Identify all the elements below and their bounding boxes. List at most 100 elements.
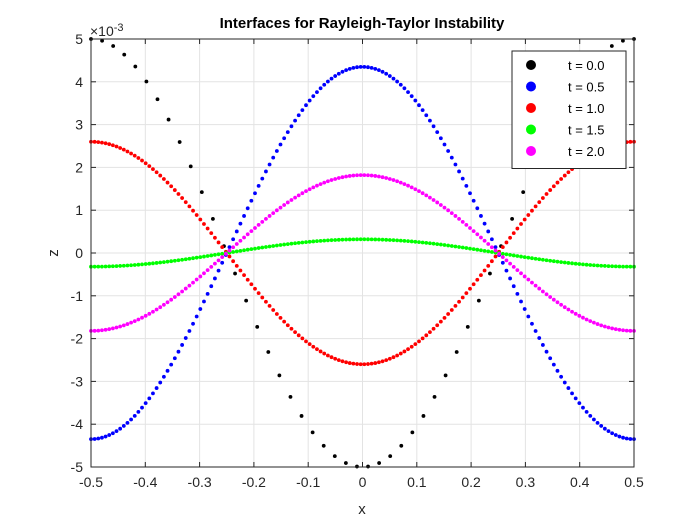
data-point [493, 248, 498, 253]
data-point [300, 108, 305, 112]
data-point [238, 268, 243, 273]
data-point [555, 300, 560, 305]
legend-marker [526, 60, 536, 70]
data-point [511, 231, 516, 236]
data-point [489, 245, 494, 250]
data-point [486, 229, 491, 234]
data-point [122, 52, 127, 57]
data-point [431, 326, 436, 331]
data-point [399, 443, 404, 448]
data-point [573, 261, 578, 266]
data-point [143, 262, 148, 266]
data-point [409, 344, 414, 349]
data-point [584, 410, 589, 414]
data-point [100, 38, 104, 43]
data-point [154, 170, 159, 175]
data-point [198, 307, 203, 311]
data-point [628, 328, 633, 333]
data-point [209, 253, 214, 258]
data-point [544, 258, 549, 263]
data-point [449, 244, 454, 248]
data-point [617, 264, 622, 269]
data-point [624, 436, 629, 441]
data-point [344, 174, 348, 179]
data-point [489, 237, 494, 242]
data-point [344, 360, 348, 365]
series-4 [89, 173, 636, 333]
data-point [267, 244, 272, 249]
legend-label: t = 2.0 [568, 144, 605, 159]
data-point [526, 213, 531, 217]
data-point [188, 164, 193, 169]
data-point [398, 351, 403, 356]
data-point [570, 309, 574, 314]
data-point [526, 255, 531, 260]
data-point [377, 461, 382, 465]
data-point [391, 76, 396, 81]
data-point [628, 139, 633, 144]
data-point [220, 251, 225, 256]
y-tick-label: 0 [75, 245, 83, 261]
data-point [599, 263, 604, 268]
data-point [613, 433, 618, 437]
data-point [271, 155, 276, 160]
data-point [296, 333, 301, 338]
data-point [211, 216, 215, 221]
data-point [220, 245, 225, 250]
y-tick-label: 3 [75, 117, 83, 133]
data-point [238, 248, 243, 253]
data-point [420, 336, 425, 341]
data-point [510, 216, 514, 221]
data-point [446, 208, 451, 213]
data-point [377, 174, 381, 179]
data-point [344, 68, 348, 73]
data-point [592, 263, 596, 268]
data-point [125, 420, 130, 425]
data-point [194, 314, 199, 319]
data-point [234, 263, 239, 268]
data-point [202, 222, 206, 226]
data-point [424, 193, 429, 198]
data-point [172, 295, 177, 299]
data-point [300, 191, 305, 196]
data-point [289, 198, 294, 202]
legend-marker [526, 103, 536, 113]
data-point [329, 355, 334, 360]
y-tick-label: 2 [75, 159, 83, 175]
data-point [202, 254, 206, 259]
data-point [504, 268, 509, 273]
data-point [519, 299, 523, 304]
data-point [540, 343, 545, 347]
data-point [449, 211, 454, 216]
data-point [559, 374, 564, 379]
data-point [431, 241, 436, 246]
data-point [533, 256, 538, 261]
data-point [96, 264, 101, 269]
data-point [325, 179, 330, 184]
data-point [300, 336, 305, 341]
data-point [351, 361, 356, 366]
data-point [442, 142, 447, 147]
data-point [92, 437, 97, 441]
data-point [573, 396, 578, 401]
data-point [489, 259, 494, 264]
data-point [387, 74, 392, 78]
data-point [508, 252, 512, 257]
data-point [256, 223, 261, 227]
data-point [256, 183, 261, 188]
data-point [471, 198, 476, 203]
data-point [624, 328, 629, 333]
data-point [253, 246, 257, 251]
data-point [260, 295, 265, 300]
data-point [417, 189, 421, 194]
data-point [249, 229, 254, 234]
data-point [111, 44, 116, 48]
data-point [216, 252, 221, 257]
data-point [158, 305, 163, 310]
data-point [187, 329, 192, 333]
data-point [118, 146, 123, 150]
data-point [288, 394, 293, 399]
data-point [369, 65, 374, 70]
data-point [220, 260, 225, 265]
data-point [277, 373, 282, 378]
